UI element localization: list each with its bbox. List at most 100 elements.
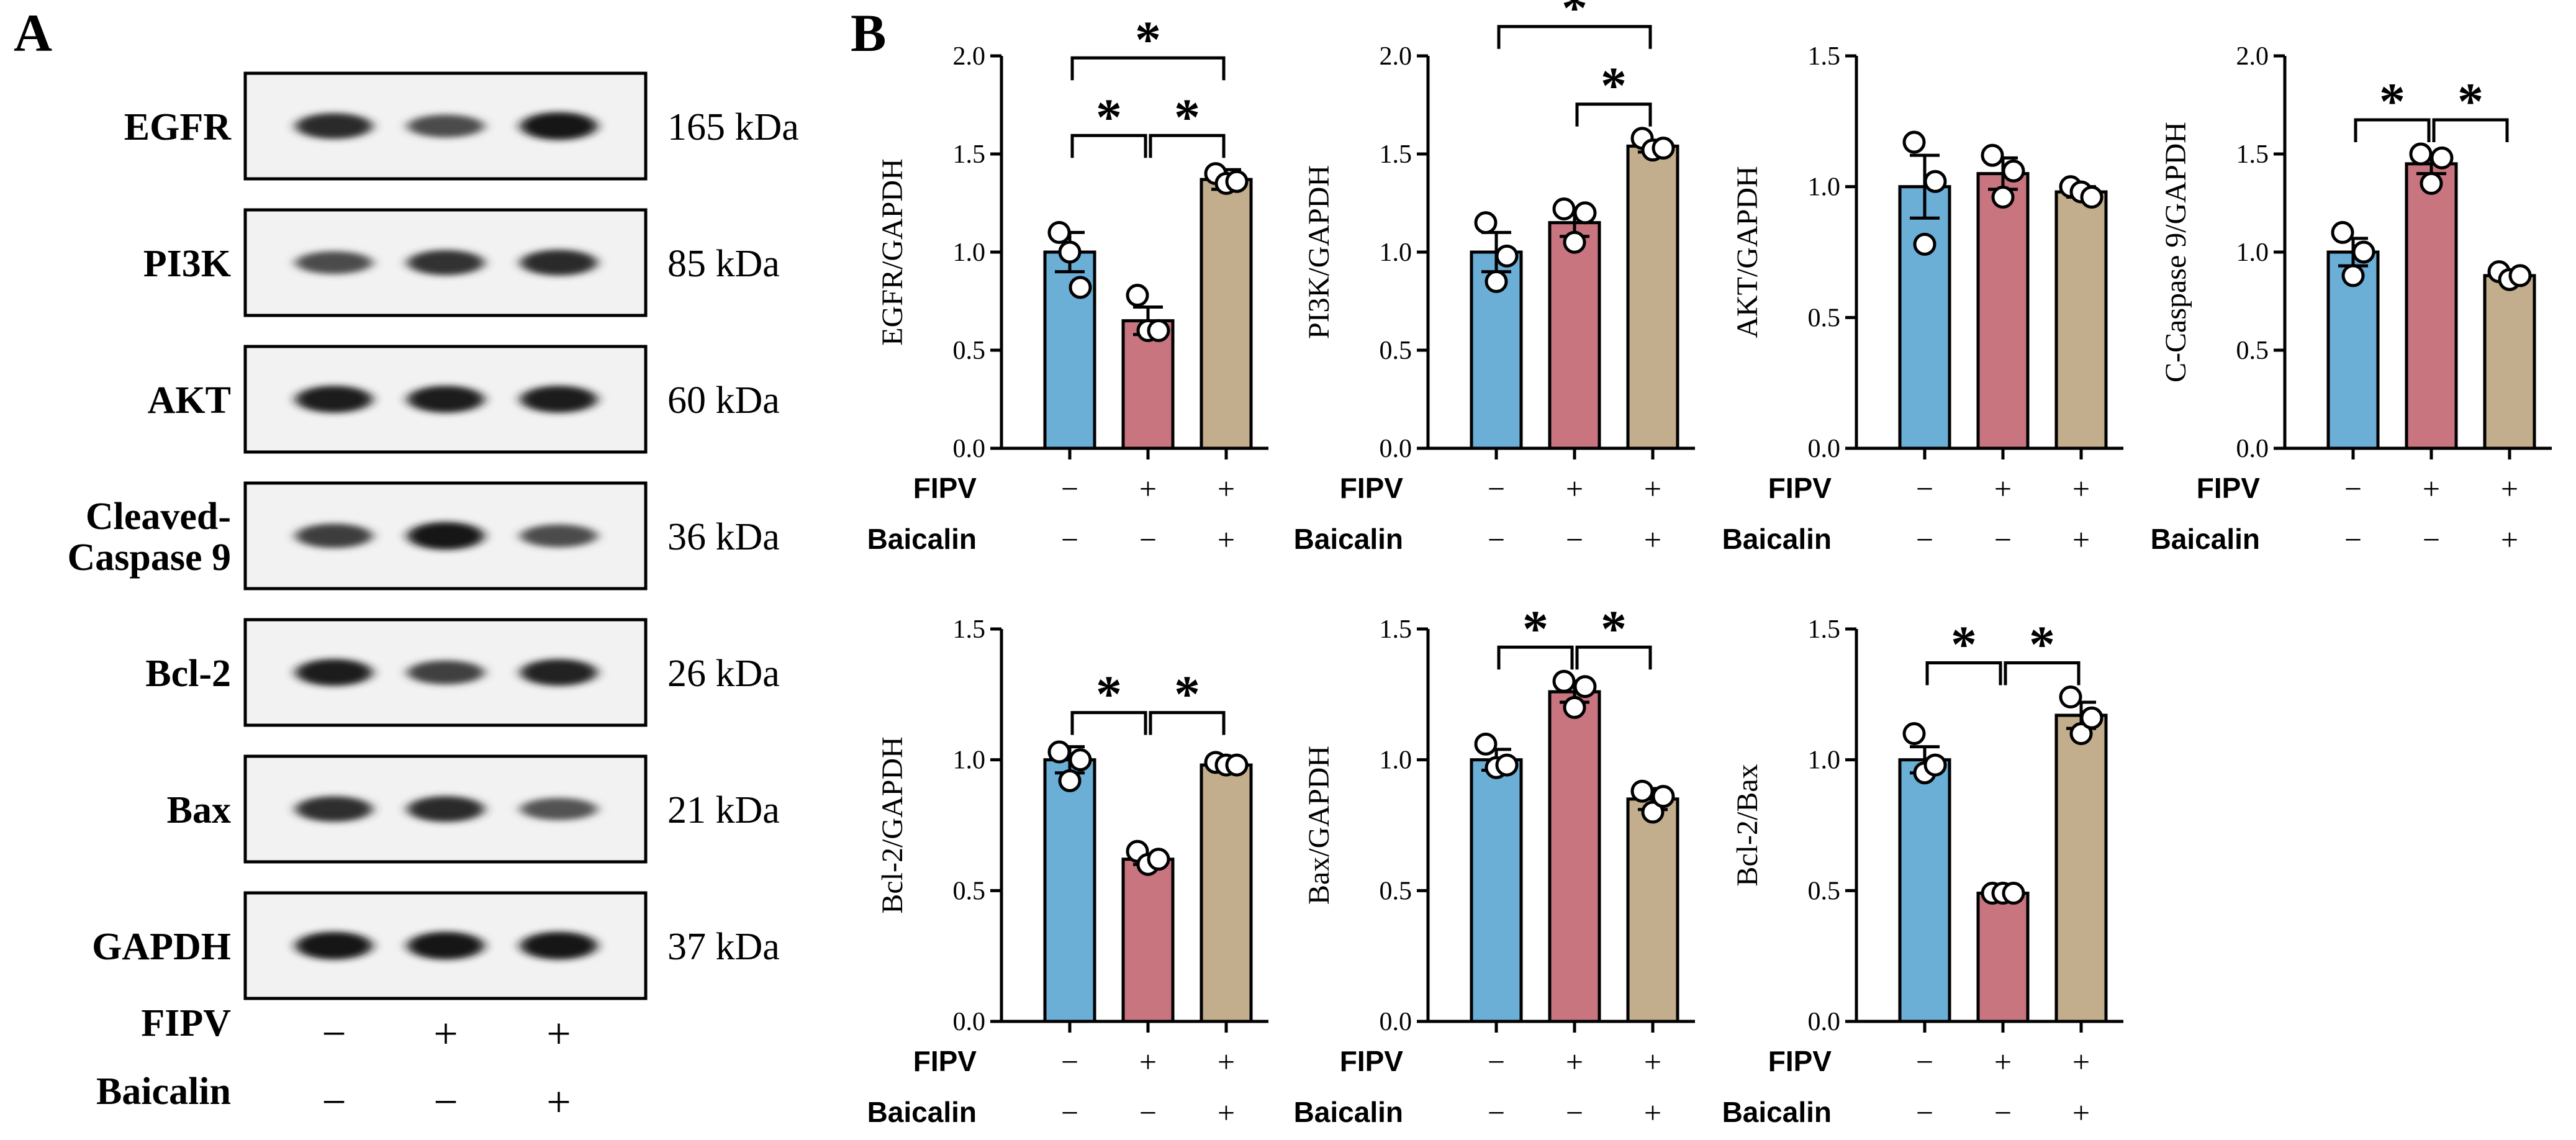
treatment-sign: −: [1916, 522, 1933, 557]
significance-bracket: [1925, 661, 2002, 685]
blot-kda-label: 85 kDa: [667, 243, 780, 285]
treatment-sign: +: [1644, 471, 1661, 506]
data-point: [1552, 197, 1576, 220]
significance-star: *: [1135, 11, 1161, 68]
data-point: [1552, 669, 1576, 693]
treatment-sign: −: [1488, 522, 1505, 557]
data-point: [1126, 284, 1149, 307]
blot-treatment-label: Baicalin: [96, 1070, 231, 1113]
data-point: [1225, 753, 1249, 777]
treatment-sign: +: [2072, 522, 2090, 557]
significance-star: *: [2379, 73, 2405, 130]
blot-kda-label: 60 kDa: [667, 379, 780, 422]
treatment-sign: +: [1994, 471, 2012, 506]
y-axis-label: Bcl-2/GAPDH: [876, 736, 909, 913]
data-point: [1047, 740, 1071, 764]
data-point: [1981, 143, 2004, 167]
y-tick-label: 1.5: [1808, 615, 1841, 644]
blot-kda-label: 165 kDa: [667, 106, 799, 148]
treatment-sign: −: [1488, 1095, 1505, 1130]
data-point: [2430, 146, 2454, 170]
y-tick-label: 0.5: [953, 337, 986, 365]
treatment-sign: −: [2423, 522, 2440, 557]
data-point: [1563, 230, 1586, 254]
treatment-label: Baicalin: [867, 523, 977, 555]
data-point: [1641, 800, 1665, 824]
bar: [1626, 797, 1679, 1023]
bar-chart: 0.0 0.5 1.0 1.5 2.0 PI3K/GAPDH * * FIPV − + + Baical…: [1294, 0, 1695, 557]
data-point: [1225, 170, 1249, 193]
blot-band: [296, 796, 373, 822]
y-tick-label: 1.0: [1380, 238, 1412, 267]
bar: [1898, 185, 1951, 450]
y-tick-label: 1.0: [2236, 238, 2269, 267]
bar: [2054, 713, 2108, 1023]
significance-bracket: [1070, 133, 1147, 158]
significance-star: *: [1522, 600, 1548, 658]
blot-row-label: Cleaved-Caspase 9: [67, 495, 231, 579]
data-point: [1485, 269, 1508, 293]
blot-kda-label: 36 kDa: [667, 516, 780, 558]
bar: [2483, 274, 2536, 450]
treatment-label: Baicalin: [1294, 1096, 1403, 1128]
data-point: [2341, 264, 2365, 287]
significance-star: *: [1174, 88, 1200, 146]
significance-bracket: [2432, 118, 2509, 142]
blot-row-label: GAPDH: [92, 926, 231, 968]
treatment-sign: −: [1061, 1095, 1078, 1130]
data-point: [1923, 753, 1947, 777]
blot-row: Cleaved-Caspase 9 36 kDa: [67, 481, 780, 590]
treatment-sign: −: [1061, 471, 1078, 506]
treatment-sign: +: [1644, 1044, 1661, 1079]
data-point: [1069, 748, 1092, 772]
bar: [1626, 144, 1679, 450]
data-point: [2080, 706, 2104, 730]
y-axis-label: Bcl-2/Bax: [1731, 764, 1764, 886]
treatment-sign: −: [1139, 1095, 1157, 1130]
blot-treatment-sign: +: [546, 1010, 571, 1058]
bar: [1200, 763, 1253, 1023]
significance-bracket: [1070, 56, 1226, 81]
blot-band: [296, 659, 373, 686]
treatment-label: FIPV: [913, 1045, 977, 1077]
y-tick-label: 0.5: [953, 877, 986, 905]
y-tick-label: 0.5: [1808, 304, 1841, 332]
y-tick-label: 1.0: [1808, 746, 1841, 775]
significance-star: *: [2029, 616, 2055, 674]
blot-row: EGFR 165 kDa: [124, 71, 799, 181]
y-axis-label: AKT/GAPDH: [1731, 166, 1764, 338]
y-tick-label: 1.5: [953, 140, 986, 169]
blot-band: [407, 660, 484, 685]
blot-row-label: EGFR: [124, 106, 232, 148]
bar: [2054, 190, 2108, 450]
data-point: [1474, 211, 1498, 235]
treatment-label: Baicalin: [2151, 523, 2260, 555]
blot-band: [296, 523, 373, 548]
bar: [1200, 178, 1253, 450]
blot-row: PI3K 85 kDa: [143, 208, 780, 317]
panel-b-label: B: [851, 3, 886, 63]
y-tick-label: 0.0: [953, 1008, 986, 1036]
bar: [1121, 857, 1175, 1023]
treatment-sign: −: [1488, 1044, 1505, 1079]
data-point: [1147, 319, 1170, 342]
y-axis-label: PI3K/GAPDH: [1303, 165, 1335, 339]
y-tick-label: 1.5: [2236, 140, 2269, 169]
blot-row-label-line: Caspase 9: [67, 536, 231, 579]
data-point: [1069, 276, 1092, 299]
bar-chart: 0.0 0.5 1.0 1.5 Bcl-2/Bax * * FIPV − + + Baicalin − −…: [1722, 615, 2123, 1130]
treatment-sign: +: [1644, 522, 1661, 557]
treatment-sign: −: [1916, 1044, 1933, 1079]
treatment-sign: +: [1566, 471, 1583, 506]
treatment-label: FIPV: [913, 472, 977, 504]
y-tick-label: 1.0: [953, 746, 986, 775]
bar: [1898, 758, 1951, 1023]
blot-band: [296, 931, 373, 960]
treatment-sign: +: [1566, 1044, 1583, 1079]
data-point: [1652, 785, 1675, 808]
blot-band: [407, 522, 484, 550]
y-tick-label: 2.0: [2236, 42, 2269, 71]
significance-bracket: [1575, 102, 1652, 127]
data-point: [2352, 240, 2375, 264]
